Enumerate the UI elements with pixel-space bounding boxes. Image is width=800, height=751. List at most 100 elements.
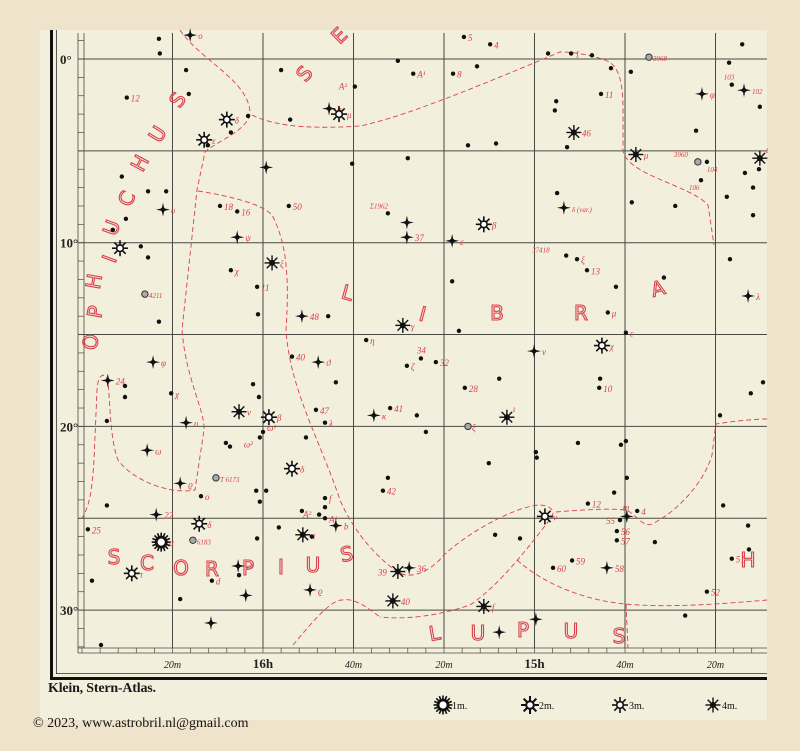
star-dot — [517, 536, 523, 541]
star-label: 12 — [592, 500, 602, 510]
star-dot-icon — [624, 475, 630, 481]
star-m3-icon — [331, 106, 348, 123]
star-dot-icon — [156, 319, 162, 324]
star-neb-icon — [212, 474, 220, 482]
star-dot — [309, 534, 315, 539]
star-dot-icon — [750, 212, 756, 218]
star-dot-icon — [739, 42, 745, 47]
star-m5-icon — [183, 28, 198, 43]
star-label: μ — [643, 151, 649, 161]
star-dot-icon — [729, 82, 734, 87]
star-m4-icon — [395, 317, 411, 333]
star-dot-icon — [597, 376, 603, 381]
star-dot — [278, 67, 284, 73]
star-dot — [380, 488, 386, 493]
star-dot-icon — [584, 268, 590, 273]
star-dot-icon — [563, 253, 569, 258]
star-label: μ — [611, 309, 617, 319]
star-dot-icon — [209, 578, 215, 583]
star-dot-icon — [745, 523, 751, 528]
star-label: μ — [346, 110, 352, 120]
star-dot-icon — [352, 84, 358, 89]
star-core — [561, 205, 567, 211]
star-m5-icon — [231, 559, 246, 574]
star-label: m — [623, 502, 630, 512]
boundary-line — [251, 51, 715, 246]
star-dot — [183, 67, 189, 73]
star-core — [243, 593, 249, 598]
star-dot-icon — [380, 488, 386, 493]
star-label: χ — [609, 342, 615, 352]
star-core — [299, 313, 305, 319]
star-m3-icon — [612, 697, 628, 713]
magnitude-legend: 1m. 2m. 3m. 4m. — [433, 695, 737, 715]
star-label: δ — [235, 116, 240, 126]
star-dot — [205, 143, 210, 148]
star-m4-icon — [231, 404, 247, 420]
star-m5-icon — [528, 612, 543, 627]
star-dot — [585, 501, 591, 506]
star-dot — [138, 244, 144, 249]
star-core — [436, 698, 450, 712]
star-dot-icon — [574, 257, 580, 262]
star-dot — [110, 227, 115, 233]
star-label: α — [169, 538, 174, 548]
star-dot — [263, 488, 269, 493]
legend-item-m2: 2m. — [521, 696, 554, 714]
star-dot-icon — [333, 380, 339, 385]
star-dot — [552, 108, 558, 113]
star-dot — [575, 440, 581, 446]
star-core — [389, 597, 396, 604]
star-dot — [720, 503, 726, 508]
star-dot — [450, 71, 456, 76]
star-label: f — [492, 602, 496, 612]
star-dot-icon — [322, 420, 328, 425]
star-dot — [418, 356, 424, 361]
star-m5-icon — [173, 476, 188, 491]
star-dot-icon — [613, 284, 619, 289]
star-label: 36 — [416, 564, 427, 574]
star-label: 47 — [320, 406, 330, 416]
star-core — [115, 244, 125, 253]
star-dot-icon — [418, 356, 424, 361]
star-m4-icon — [499, 409, 515, 425]
star-label: ε — [630, 329, 634, 339]
star-dot-icon — [756, 167, 762, 172]
star-label: ω² — [244, 439, 253, 449]
legend-item-m3: 3m. — [612, 697, 644, 713]
star-label: 22 — [164, 511, 174, 521]
star-label: 1 — [575, 49, 580, 59]
star-dot — [228, 130, 234, 135]
star-dot-icon — [617, 517, 623, 523]
star-dot — [635, 508, 640, 514]
star-dot-icon — [456, 328, 462, 334]
star-dot-icon — [316, 512, 322, 517]
star-m4-icon — [705, 697, 721, 713]
star-label: A² — [338, 82, 347, 92]
star-dot — [756, 167, 762, 172]
star-dot — [628, 69, 634, 75]
star-dot — [533, 449, 539, 455]
star-dot-icon — [569, 558, 575, 563]
star-dot-icon — [449, 279, 455, 284]
star-core — [710, 702, 716, 708]
star-m5-icon — [399, 215, 414, 230]
star-dot-icon — [387, 405, 393, 411]
star-dot-icon — [423, 429, 429, 435]
star-label: υ — [194, 419, 198, 429]
star-core — [480, 603, 487, 610]
star-dot — [623, 330, 629, 335]
star-dot — [303, 435, 309, 440]
star-dot-icon — [228, 268, 234, 273]
ra-label: 16h — [253, 656, 274, 671]
star-dot-icon — [605, 310, 611, 315]
star-dot — [623, 438, 629, 444]
star-dot — [145, 255, 151, 260]
star-label: 32 — [439, 358, 450, 368]
star-m5-icon — [203, 615, 218, 630]
star-dot-icon — [750, 185, 756, 190]
star-dot — [257, 435, 263, 440]
star-label: 50 — [293, 202, 303, 212]
star-m5-icon — [619, 509, 634, 524]
star-neb-icon — [189, 536, 197, 544]
